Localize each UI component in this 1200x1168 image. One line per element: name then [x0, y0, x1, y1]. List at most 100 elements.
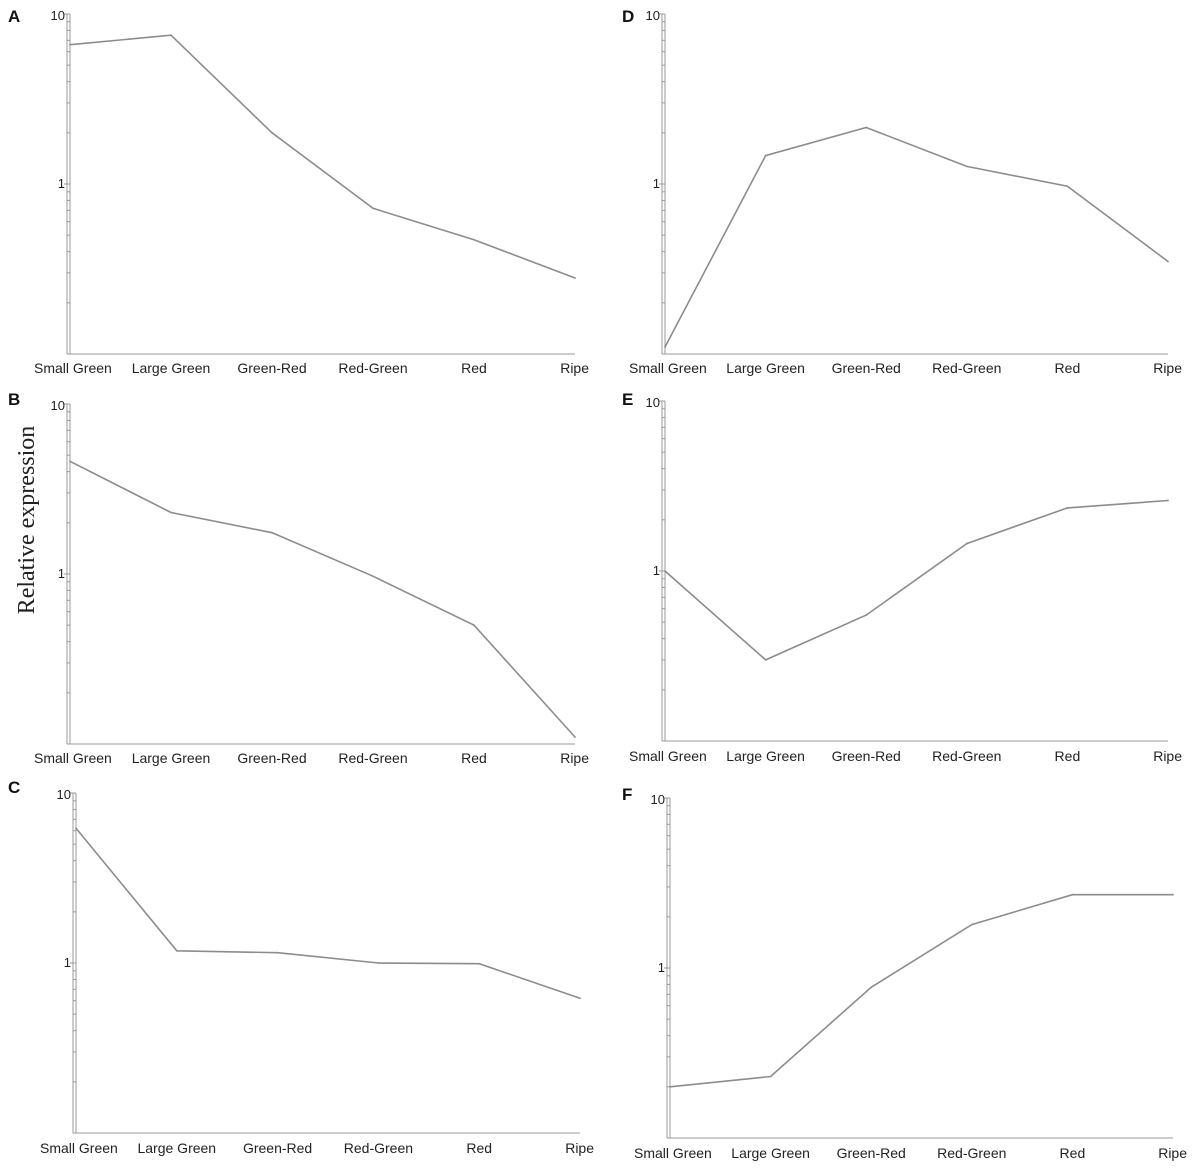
panel-label: D [622, 7, 634, 26]
data-point [865, 126, 868, 129]
data-point [478, 962, 481, 965]
data-point [664, 346, 666, 348]
x-tick-label: Red-Green [932, 360, 1001, 376]
y-axis-label: Relative expression [14, 426, 40, 615]
y-tick-label: 1 [58, 566, 65, 581]
chart-panel-c: C 10 1 Small Green Large Green Green-Red Red-G… [8, 778, 594, 1156]
series-line [69, 34, 576, 279]
x-tick-label: Green-Red [243, 1140, 312, 1156]
x-tick-label: Red [461, 750, 487, 766]
x-tick-label: Green-Red [832, 360, 901, 376]
y-tick-label: 1 [653, 176, 660, 191]
x-tick-label: Ripe [565, 1140, 594, 1156]
data-point [473, 624, 475, 627]
panel-label: A [8, 7, 20, 26]
y-tick-label: 10 [51, 8, 65, 23]
panel-label: E [622, 390, 633, 409]
x-tick-label: Ripe [1153, 360, 1182, 376]
data-point [271, 131, 273, 134]
data-point [764, 658, 767, 661]
x-tick-label: Green-Red [837, 1145, 906, 1161]
x-tick-label: Large Green [132, 750, 211, 766]
data-point [69, 460, 71, 463]
panel-label: F [622, 785, 632, 804]
y-tick-label: 10 [646, 395, 660, 410]
series-line [69, 460, 576, 738]
data-point [1066, 185, 1069, 188]
x-tick-label: Red [1055, 748, 1081, 764]
x-tick-label: Red-Green [932, 748, 1001, 764]
x-tick-label: Green-Red [832, 748, 901, 764]
x-tick-label: Ripe [560, 750, 589, 766]
data-point [377, 962, 380, 964]
x-tick-label: Red [1055, 360, 1081, 376]
x-tick-label: Ripe [1158, 1145, 1187, 1161]
data-point [1167, 499, 1169, 502]
data-point [1066, 507, 1069, 509]
data-point [574, 736, 576, 738]
x-tick-label: Small Green [629, 748, 707, 764]
x-tick-label: Small Green [634, 1145, 712, 1161]
data-point [965, 542, 968, 545]
x-tick-label: Large Green [726, 748, 805, 764]
x-tick-label: Green-Red [237, 360, 306, 376]
x-tick-label: Large Green [726, 360, 805, 376]
y-tick-label: 1 [653, 563, 660, 578]
chart-panel-f: F 10 1 Small Green Large Green Green-Red Red-G… [622, 785, 1187, 1161]
data-point [1172, 893, 1174, 896]
chart-panel-a: A 10 1 Small Green Large Green Green-Red Red-G… [8, 7, 589, 376]
data-point [669, 1085, 671, 1088]
data-point [170, 34, 172, 37]
series-line [664, 499, 1169, 661]
x-tick-label: Red-Green [338, 360, 407, 376]
data-point [1167, 260, 1169, 263]
x-tick-label: Red [1060, 1145, 1086, 1161]
x-tick-label: Large Green [731, 1145, 810, 1161]
data-point [574, 277, 576, 279]
data-point [75, 827, 77, 830]
data-point [764, 154, 767, 157]
data-point [970, 923, 973, 926]
data-point [579, 997, 581, 1000]
panel-label: B [8, 390, 20, 409]
data-point [965, 165, 968, 168]
data-point [372, 575, 374, 578]
x-tick-label: Ripe [1153, 748, 1182, 764]
chart-panel-e: E 10 1 Small Green Large Green Green-Red Red-G… [622, 390, 1182, 764]
x-tick-label: Large Green [137, 1140, 216, 1156]
series-line [669, 893, 1173, 1088]
chart-panel-b: B 10 1 Small Green Large Green Green-Red Red-G… [8, 390, 589, 766]
panel-label: C [8, 778, 20, 797]
data-point [865, 614, 868, 617]
data-point [271, 531, 273, 534]
data-point [664, 570, 666, 572]
data-point [276, 951, 279, 954]
y-tick-label: 1 [58, 176, 65, 191]
data-point [175, 949, 178, 952]
x-tick-label: Red [466, 1140, 492, 1156]
x-tick-label: Ripe [560, 360, 589, 376]
series-line [75, 827, 581, 1000]
y-tick-label: 10 [51, 398, 65, 413]
series-line [664, 126, 1169, 348]
y-tick-label: 1 [658, 960, 665, 975]
y-tick-label: 10 [651, 792, 665, 807]
data-point [870, 986, 873, 989]
chart-panel-d: D 10 1 Small Green Large Green Green-Red Red-G… [622, 7, 1182, 376]
panels: A 10 1 Small Green Large Green Green-Red Red-G… [8, 7, 1187, 1161]
x-tick-label: Green-Red [237, 750, 306, 766]
data-point [769, 1075, 772, 1078]
x-tick-label: Small Green [34, 360, 112, 376]
data-point [473, 238, 475, 241]
y-tick-label: 1 [64, 955, 71, 970]
x-tick-label: Red-Green [344, 1140, 413, 1156]
x-tick-label: Large Green [132, 360, 211, 376]
x-tick-label: Small Green [629, 360, 707, 376]
data-point [372, 207, 374, 210]
data-point [170, 511, 172, 514]
data-point [1071, 893, 1074, 896]
x-tick-label: Red-Green [338, 750, 407, 766]
data-point [69, 43, 71, 46]
x-tick-label: Small Green [40, 1140, 118, 1156]
